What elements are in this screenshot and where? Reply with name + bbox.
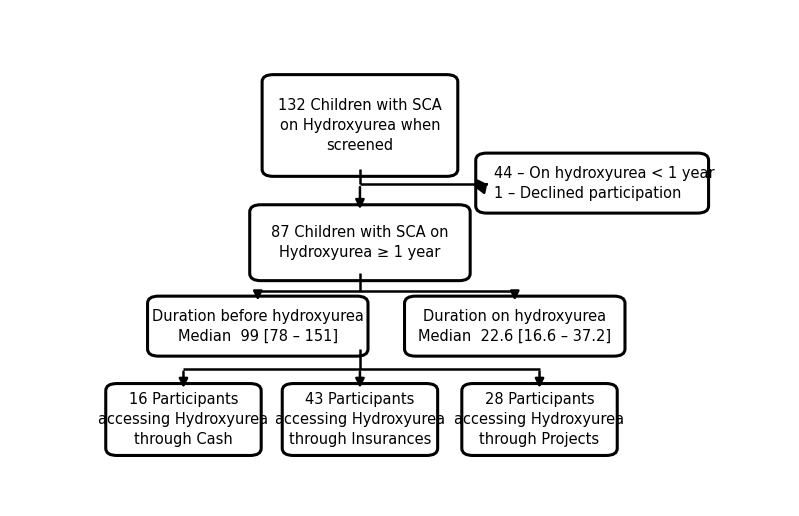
Text: 28 Participants
accessing Hydroxyurea
through Projects: 28 Participants accessing Hydroxyurea th… xyxy=(455,392,625,447)
Text: 43 Participants
accessing Hydroxyurea
through Insurances: 43 Participants accessing Hydroxyurea th… xyxy=(275,392,445,447)
Text: 44 – On hydroxyurea < 1 year
1 – Declined participation: 44 – On hydroxyurea < 1 year 1 – Decline… xyxy=(495,166,715,201)
FancyBboxPatch shape xyxy=(148,296,368,356)
FancyBboxPatch shape xyxy=(475,153,709,213)
FancyBboxPatch shape xyxy=(105,383,261,456)
Text: 132 Children with SCA
on Hydroxyurea when
screened: 132 Children with SCA on Hydroxyurea whe… xyxy=(278,98,442,153)
FancyBboxPatch shape xyxy=(262,75,458,176)
FancyBboxPatch shape xyxy=(282,383,438,456)
Text: 87 Children with SCA on
Hydroxyurea ≥ 1 year: 87 Children with SCA on Hydroxyurea ≥ 1 … xyxy=(271,225,449,260)
FancyBboxPatch shape xyxy=(250,205,470,281)
FancyBboxPatch shape xyxy=(462,383,618,456)
Text: Duration on hydroxyurea
Median  22.6 [16.6 – 37.2]: Duration on hydroxyurea Median 22.6 [16.… xyxy=(418,309,611,344)
Text: 16 Participants
accessing Hydroxyurea
through Cash: 16 Participants accessing Hydroxyurea th… xyxy=(98,392,268,447)
Text: Duration before hydroxyurea
Median  99 [78 – 151]: Duration before hydroxyurea Median 99 [7… xyxy=(152,309,364,344)
FancyBboxPatch shape xyxy=(404,296,625,356)
